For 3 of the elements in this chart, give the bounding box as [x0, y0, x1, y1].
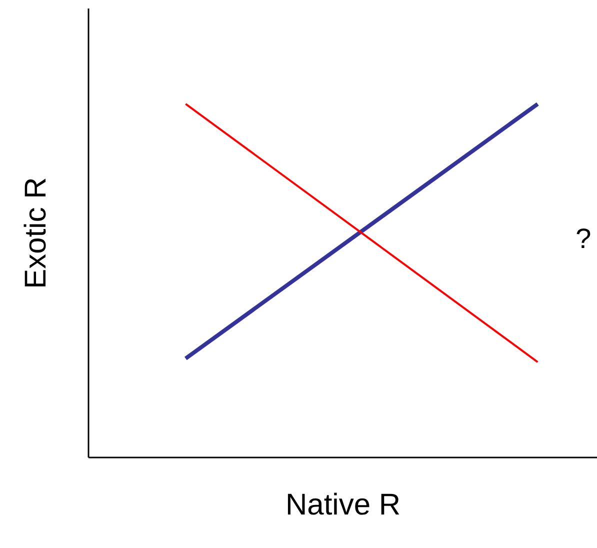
annotation: ? — [576, 222, 592, 254]
y-axis-title: Exotic R — [20, 177, 52, 289]
x-axis-title: Native R — [285, 488, 401, 522]
